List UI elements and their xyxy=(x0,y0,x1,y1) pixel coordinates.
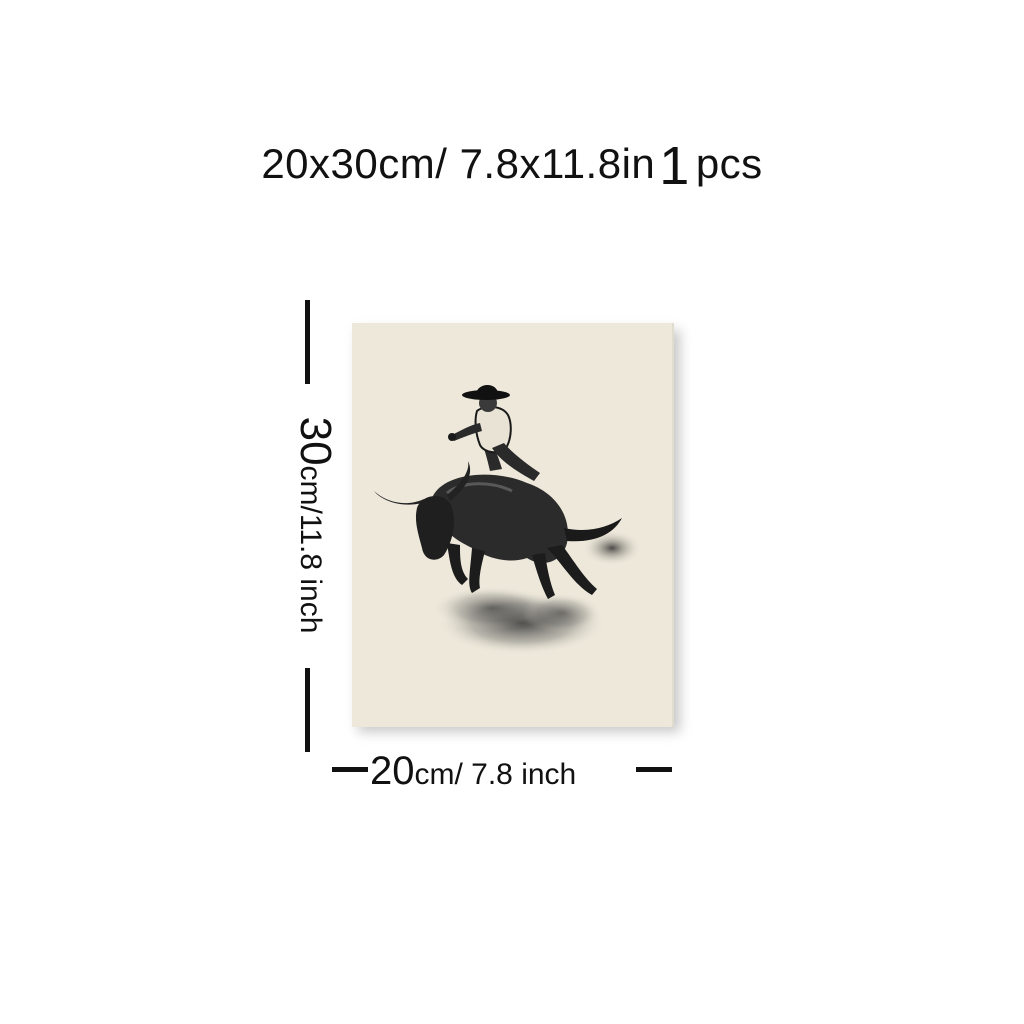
width-dimension-line-left xyxy=(332,767,368,772)
product-size-headline: 20x30cm/ 7.8x11.8in1 pcs xyxy=(0,132,1024,198)
width-unit: cm/ 7.8 inch xyxy=(414,758,577,791)
height-dimension-line-bottom xyxy=(305,668,310,752)
cowboy-bull-illustration xyxy=(374,384,642,655)
height-unit: cm/11.8 inch xyxy=(294,465,327,634)
headline-quantity-unit: pcs xyxy=(695,140,763,187)
width-value: 20 xyxy=(370,749,415,793)
canvas-artwork xyxy=(352,323,674,727)
height-dimension-line-top xyxy=(305,300,310,384)
width-dimension-label: 20cm/ 7.8 inch xyxy=(370,746,576,805)
headline-dimensions: 20x30cm/ 7.8x11.8in xyxy=(261,140,656,187)
height-value: 30 xyxy=(291,416,340,466)
width-dimension-line-right xyxy=(636,767,672,772)
headline-quantity-number: 1 xyxy=(659,136,690,196)
height-dimension-label: 30cm/11.8 inch xyxy=(285,417,340,634)
